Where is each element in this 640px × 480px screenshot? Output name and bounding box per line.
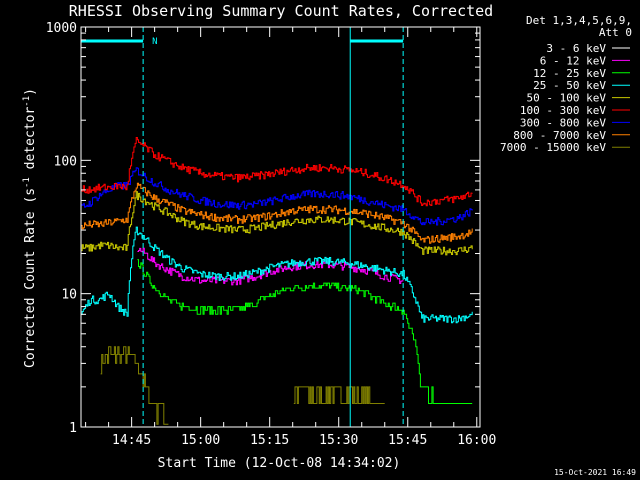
legend-label: 100 - 300 keV [520, 104, 606, 117]
series-line-7000-15000kev [100, 346, 169, 425]
series-line-800-7000kev [81, 182, 473, 244]
legend-label: 50 - 100 keV [527, 92, 607, 105]
legend-label: 3 - 6 keV [546, 42, 606, 55]
series-line-25-50kev [81, 226, 473, 324]
y-tick-label: 100 [54, 154, 77, 169]
x-tick-label: 15:45 [388, 433, 427, 448]
generation-timestamp: 15-Oct-2021 16:49 [554, 468, 636, 477]
legend-label: 300 - 800 keV [520, 116, 606, 129]
x-axis-label: Start Time (12-Oct-08 14:34:02) [158, 456, 401, 471]
legend-label: 25 - 50 keV [533, 79, 606, 92]
legend-header-attenuator: Att 0 [599, 26, 632, 39]
x-tick-label: 14:45 [112, 433, 151, 448]
y-tick-label: 1000 [46, 21, 77, 36]
y-tick-label: 1 [69, 421, 77, 436]
x-tick-label: 15:00 [181, 433, 220, 448]
chart-title: RHESSI Observing Summary Count Rates, Co… [69, 2, 493, 20]
y-axis-label: Corrected Count Rate (s-1 detector-1) [22, 88, 38, 368]
y-tick-label: 10 [61, 288, 77, 303]
plot-area: N [80, 27, 473, 427]
plot-frame [80, 26, 481, 428]
x-tick-label: 15:15 [250, 433, 289, 448]
series-line-300-800kev [81, 167, 473, 226]
legend-label: 800 - 7000 keV [513, 129, 606, 142]
series-line-100-300kev [81, 137, 473, 207]
series-line-3-6kev [137, 271, 404, 348]
series-line-50-100kev [81, 191, 473, 256]
x-tick-label: 16:00 [457, 433, 496, 448]
legend-header-detectors: Det 1,3,4,5,6,9, [526, 14, 632, 27]
axes: 1 10 100 1000 14:45 15:00 15:15 15:30 15:45 16:00 [46, 21, 497, 448]
saa-marker-label: N [152, 37, 157, 47]
legend-label: 6 - 12 keV [540, 54, 607, 67]
legend-label: 12 - 25 keV [533, 67, 606, 80]
series-line-7000-15000kev [293, 386, 385, 404]
series-line-12-25kev [137, 259, 473, 404]
legend-label: 7000 - 15000 keV [500, 141, 606, 154]
x-tick-label: 15:30 [319, 433, 358, 448]
